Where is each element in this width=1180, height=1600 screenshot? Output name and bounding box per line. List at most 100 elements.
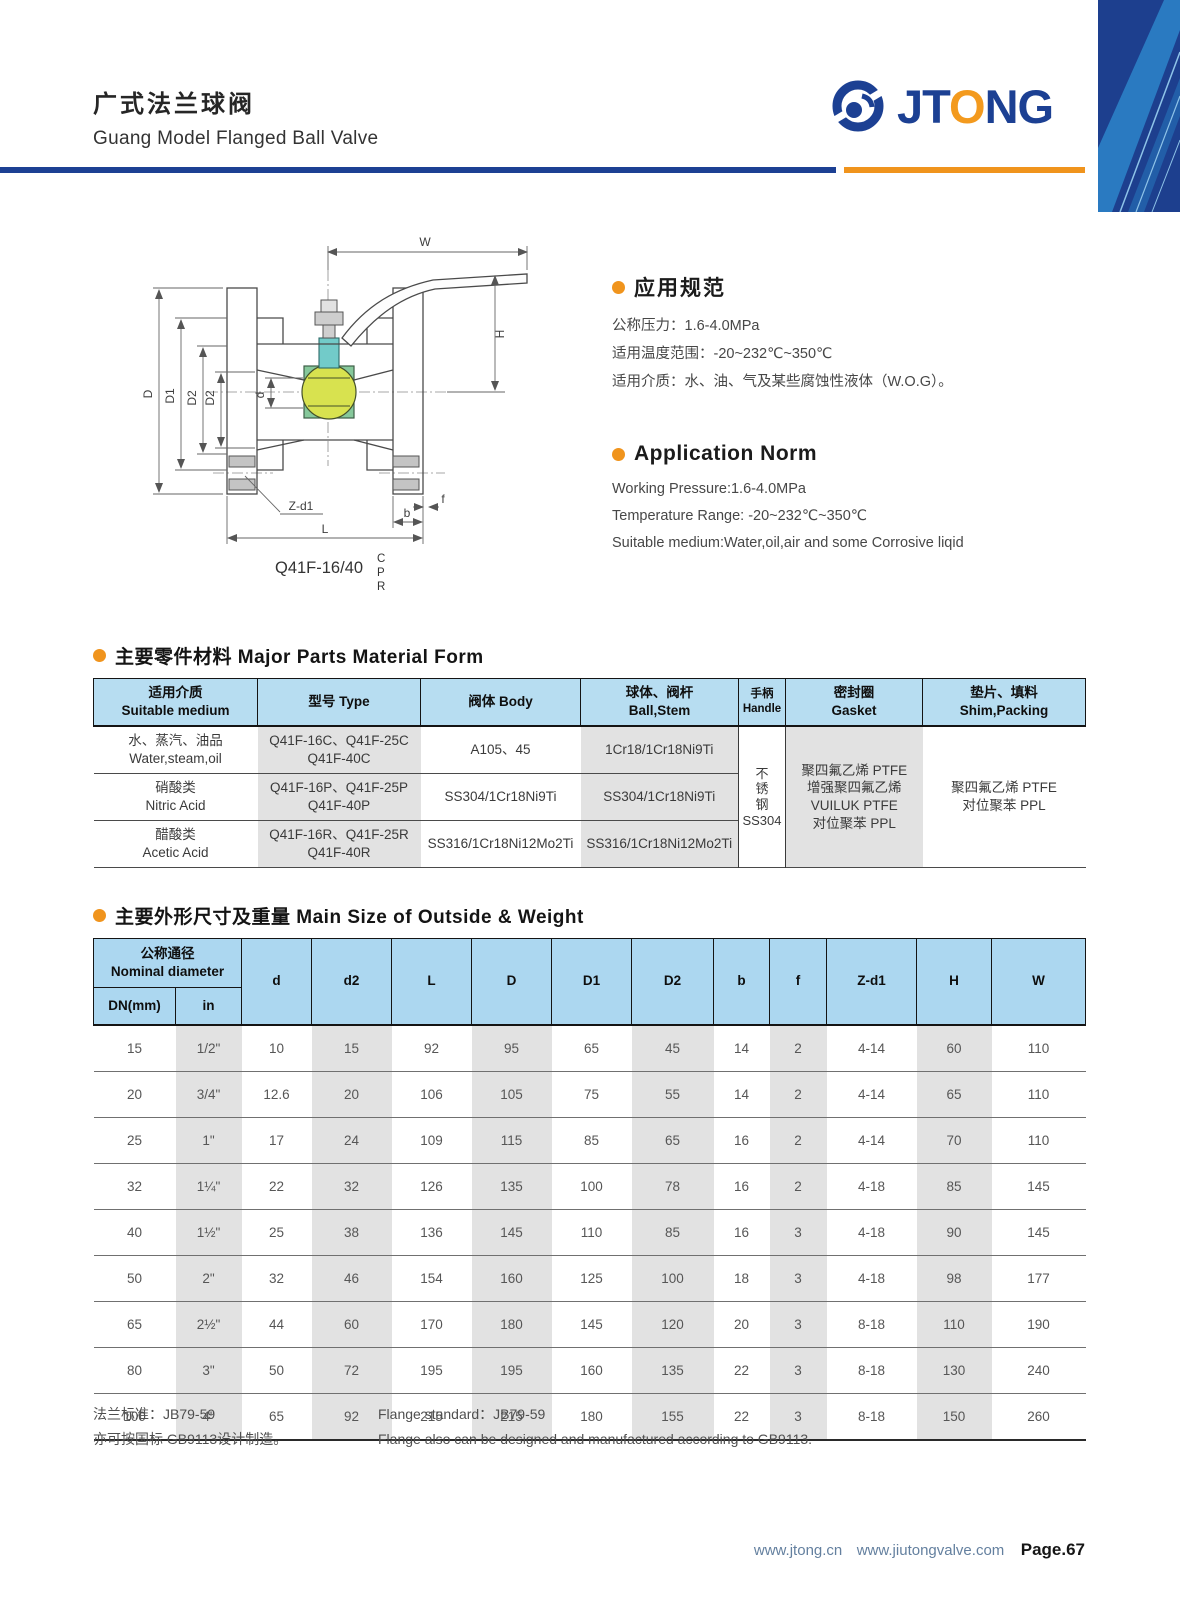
size-cell: 145 bbox=[551, 1301, 632, 1348]
norm-zh-title: 应用规范 bbox=[634, 277, 726, 300]
col-header-body: 阀体 Body bbox=[420, 678, 581, 727]
size-cell: 109 bbox=[391, 1117, 472, 1164]
size-cell: 135 bbox=[471, 1163, 552, 1210]
dim-label-D2b: D2 bbox=[203, 390, 217, 406]
col-header-shim: 垫片、填料 Shim,Packing bbox=[922, 678, 1086, 727]
page-title-en: Guang Model Flanged Ball Valve bbox=[93, 128, 379, 149]
cell-type: Q41F-16R、Q41F-25R Q41F-40R bbox=[257, 820, 421, 868]
cell-gasket-merged: 聚四氟乙烯 PTFE 增强聚四氟乙烯 VUILUK PTFE 对位聚苯 PPL bbox=[785, 726, 923, 868]
size-cell: 50 bbox=[93, 1255, 176, 1302]
size-cell: 18 bbox=[713, 1255, 770, 1302]
sizes-section-title: 主要外形尺寸及重量 Main Size of Outside & Weight bbox=[93, 902, 584, 929]
size-cell: 60 bbox=[311, 1301, 392, 1348]
size-cell: 180 bbox=[551, 1393, 632, 1440]
size-cell: 1/2" bbox=[175, 1025, 242, 1072]
size-cell: 12.6 bbox=[241, 1071, 312, 1118]
size-cell: 8-18 bbox=[826, 1301, 917, 1348]
size-cell: 105 bbox=[471, 1071, 552, 1118]
size-cell: 4-14 bbox=[826, 1071, 917, 1118]
size-cell: 145 bbox=[991, 1209, 1086, 1256]
size-cell: 10 bbox=[268, 1041, 285, 1056]
size-cell: 72 bbox=[311, 1347, 392, 1394]
size-cell: 2½" bbox=[175, 1301, 242, 1348]
size-cell: 3" bbox=[175, 1347, 242, 1394]
cell-medium: 水、蒸汽、油品 Water,steam,oil bbox=[128, 733, 223, 766]
size-cell: 65 bbox=[241, 1393, 312, 1440]
orange-bullet-icon bbox=[93, 909, 106, 922]
col-header-f: f bbox=[769, 938, 827, 1026]
footer-url-jiutongvalve: www.jiutongvalve.com bbox=[856, 1542, 1005, 1559]
size-cell: 4" bbox=[175, 1393, 242, 1440]
size-cell: 154 bbox=[391, 1255, 472, 1302]
size-cell: 25 bbox=[241, 1209, 312, 1256]
size-row: 20 3/4" 12.6 20 106 105 75 55 14 2 4-14 65 110 bbox=[93, 1071, 1086, 1118]
size-cell: 110 bbox=[1027, 1041, 1050, 1056]
col-header-nominal-diameter: 公称通径 Nominal diameter bbox=[93, 938, 242, 988]
size-row: 32 1¼" 22 32 126 135 100 78 16 2 4-18 85 145 bbox=[93, 1163, 1086, 1210]
brand-o: O bbox=[949, 79, 986, 133]
size-cell: 85 bbox=[551, 1117, 632, 1164]
size-cell: 24 bbox=[311, 1117, 392, 1164]
size-cell: 40 bbox=[93, 1209, 176, 1256]
size-cell: 60 bbox=[916, 1025, 992, 1072]
size-cell: 110 bbox=[991, 1071, 1086, 1118]
size-cell: 50 bbox=[241, 1347, 312, 1394]
size-cell: 160 bbox=[551, 1347, 632, 1394]
norm-en-title-row: Application Norm bbox=[612, 442, 1082, 466]
dim-label-D2: D2 bbox=[185, 390, 199, 406]
size-cell: 16 bbox=[713, 1117, 770, 1164]
norm-en-title: Application Norm bbox=[634, 442, 818, 465]
drawing-caption: Q41F-16/40 bbox=[275, 559, 363, 577]
size-cell: 2" bbox=[175, 1255, 242, 1302]
size-row: 15 1/2" 10 15 92 95 65 45 14 2 4-14 60 110 bbox=[94, 1025, 1086, 1072]
cell-medium: 硝酸类 Nitric Acid bbox=[93, 773, 258, 821]
application-norm-zh: 应用规范 公称压力：1.6-4.0MPa 适用温度范围：-20~232℃~350… bbox=[612, 272, 1082, 396]
size-cell: 4-14 bbox=[826, 1117, 917, 1164]
size-cell: 155 bbox=[631, 1393, 714, 1440]
flange-note-zh: 法兰标准：JB79-59 亦可按国标 GB9113设计制造。 bbox=[93, 1406, 288, 1447]
jtong-logo: JTONG bbox=[828, 76, 1054, 136]
col-header-Zd1: Z-d1 bbox=[826, 938, 917, 1026]
size-cell: 110 bbox=[551, 1209, 632, 1256]
size-cell: 260 bbox=[991, 1393, 1086, 1440]
size-cell: 22 bbox=[713, 1347, 770, 1394]
dim-label-f: f bbox=[441, 492, 445, 506]
size-cell: 78 bbox=[631, 1163, 714, 1210]
brand-ng: NG bbox=[984, 79, 1054, 133]
col-header-dn: DN(mm) bbox=[93, 987, 176, 1026]
size-cell: 2 bbox=[769, 1025, 827, 1072]
size-cell: 106 bbox=[391, 1071, 472, 1118]
header-rule-orange bbox=[844, 167, 1085, 173]
orange-bullet-icon bbox=[612, 280, 625, 294]
size-cell: 16 bbox=[713, 1163, 770, 1210]
orange-bullet-icon bbox=[612, 447, 625, 461]
size-row: 100 4" 65 92 215 215 180 155 22 3 8-18 150 260 bbox=[93, 1393, 1086, 1440]
size-cell: 25 bbox=[93, 1117, 176, 1164]
cell-ball: SS304/1Cr18Ni9Ti bbox=[580, 773, 739, 821]
application-norm-en: Application Norm Working Pressure:1.6-4.… bbox=[612, 442, 1082, 557]
col-header-D: D bbox=[471, 938, 552, 1026]
size-cell: 16 bbox=[713, 1209, 770, 1256]
size-cell: 65 bbox=[583, 1041, 600, 1056]
header-rule-blue bbox=[0, 167, 836, 173]
size-cell: 4-18 bbox=[826, 1163, 917, 1210]
jtong-logo-icon bbox=[831, 80, 885, 132]
cell-ball: 1Cr18/1Cr18Ni9Ti bbox=[580, 726, 739, 774]
size-cell: 22 bbox=[713, 1393, 770, 1440]
sizes-table: 公称通径 Nominal diameter d d2 L D D1 D2 b f… bbox=[93, 938, 1086, 1441]
size-cell: 32 bbox=[241, 1255, 312, 1302]
size-cell: 44 bbox=[241, 1301, 312, 1348]
size-cell: 2 bbox=[769, 1071, 827, 1118]
materials-row: 硝酸类 Nitric Acid Q41F-16P、Q41F-25P Q41F-4… bbox=[93, 773, 1086, 821]
size-cell: 20 bbox=[93, 1071, 176, 1118]
cell-body: SS316/1Cr18Ni12Mo2Ti bbox=[420, 820, 581, 868]
size-cell: 110 bbox=[991, 1117, 1086, 1164]
size-cell: 1½" bbox=[175, 1209, 242, 1256]
size-table-body: 15 1/2" 10 15 92 95 65 45 14 2 4-14 60 110 20 3/4" 12.6… bbox=[93, 1025, 1086, 1440]
flange-note-en: Flange standard：JB79-59 Flange also can … bbox=[378, 1406, 813, 1447]
cell-ball: SS316/1Cr18Ni12Mo2Ti bbox=[580, 820, 739, 868]
size-cell: 160 bbox=[471, 1255, 552, 1302]
size-cell: 15 bbox=[311, 1025, 392, 1072]
dim-label-D: D bbox=[141, 389, 155, 398]
size-cell: 190 bbox=[991, 1301, 1086, 1348]
